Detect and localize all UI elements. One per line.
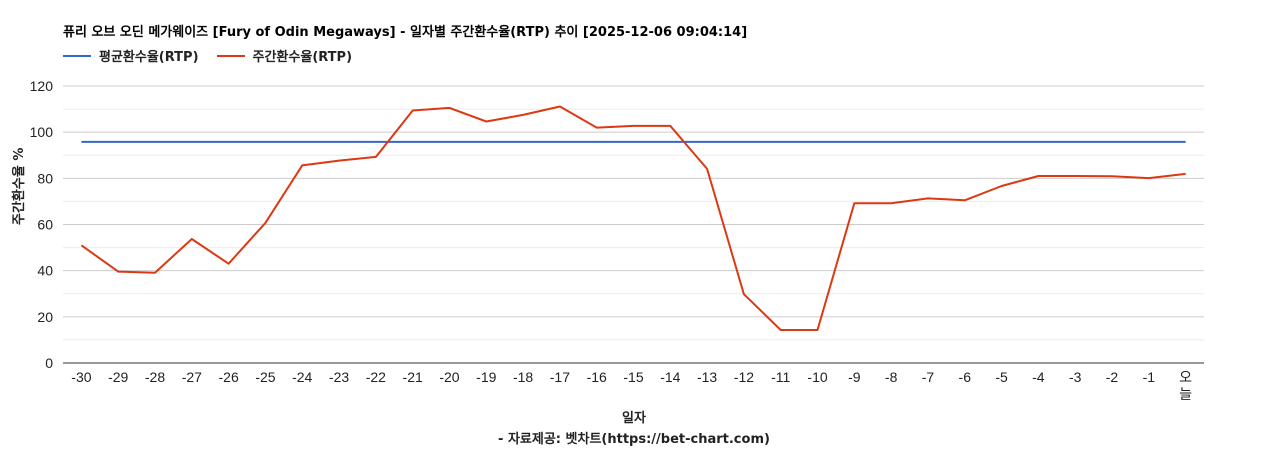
legend: 평균환수율(RTP) 주간환수율(RTP) <box>63 46 370 65</box>
x-tick-label: -9 <box>848 369 861 385</box>
x-axis-title: 일자 <box>622 411 646 426</box>
x-tick-label: -30 <box>71 369 91 385</box>
legend-item-weekly[interactable]: 주간환수율(RTP) <box>216 46 353 65</box>
x-tick-label: -4 <box>1032 369 1045 385</box>
y-tick-label: 60 <box>37 217 53 233</box>
x-tick-label: -23 <box>329 369 349 385</box>
x-tick-label: -16 <box>587 369 607 385</box>
x-tick-label: 늘 <box>1179 387 1192 403</box>
x-tick-label: -25 <box>255 369 275 385</box>
x-tick-label: 오 <box>1179 370 1192 386</box>
legend-swatch-weekly <box>216 54 245 57</box>
y-tick-label: 100 <box>30 124 54 140</box>
x-tick-label: -12 <box>734 369 754 385</box>
x-tick-label: -5 <box>995 369 1008 385</box>
x-tick-label: -17 <box>550 369 570 385</box>
x-tick-label: -13 <box>697 369 717 385</box>
y-axis-title: 주간환수율 % <box>12 147 27 225</box>
source-credit: - 자료제공: 벳차트(https://bet-chart.com) <box>498 432 770 447</box>
x-tick-label: -22 <box>366 369 386 385</box>
legend-label: 평균환수율(RTP) <box>99 50 199 65</box>
y-tick-label: 0 <box>45 355 53 371</box>
x-tick-label: -8 <box>885 369 898 385</box>
x-tick-label: -18 <box>513 369 533 385</box>
chart-title: 퓨리 오브 오딘 메가웨이즈 [Fury of Odin Megaways] -… <box>63 25 748 40</box>
x-tick-label: -6 <box>959 369 972 385</box>
legend-item-average[interactable]: 평균환수율(RTP) <box>63 46 199 65</box>
weekly-rtp-line[interactable] <box>80 105 1186 331</box>
x-tick-label: -29 <box>108 369 128 385</box>
x-tick-label: -11 <box>771 369 790 385</box>
x-tick-label: -10 <box>807 369 827 385</box>
x-tick-label: -1 <box>1143 369 1156 385</box>
x-tick-label: -21 <box>403 369 423 385</box>
x-tick-label: -20 <box>439 369 459 385</box>
y-tick-label: 40 <box>37 263 53 279</box>
legend-swatch-average <box>63 54 91 57</box>
x-tick-label: -24 <box>292 369 312 385</box>
y-tick-label: 120 <box>30 78 54 94</box>
x-tick-label: -27 <box>182 369 202 385</box>
x-tick-label: -14 <box>660 369 680 385</box>
x-tick-label: -28 <box>145 369 165 385</box>
legend-label: 주간환수율(RTP) <box>252 50 353 65</box>
x-tick-label: -3 <box>1069 369 1082 385</box>
y-tick-label: 20 <box>37 309 53 325</box>
x-tick-label: -7 <box>922 369 935 385</box>
x-tick-label: -2 <box>1106 369 1119 385</box>
y-tick-label: 80 <box>37 170 53 186</box>
x-tick-label: -19 <box>476 369 496 385</box>
x-tick-label: -15 <box>623 369 643 385</box>
x-tick-label: -26 <box>219 369 239 385</box>
